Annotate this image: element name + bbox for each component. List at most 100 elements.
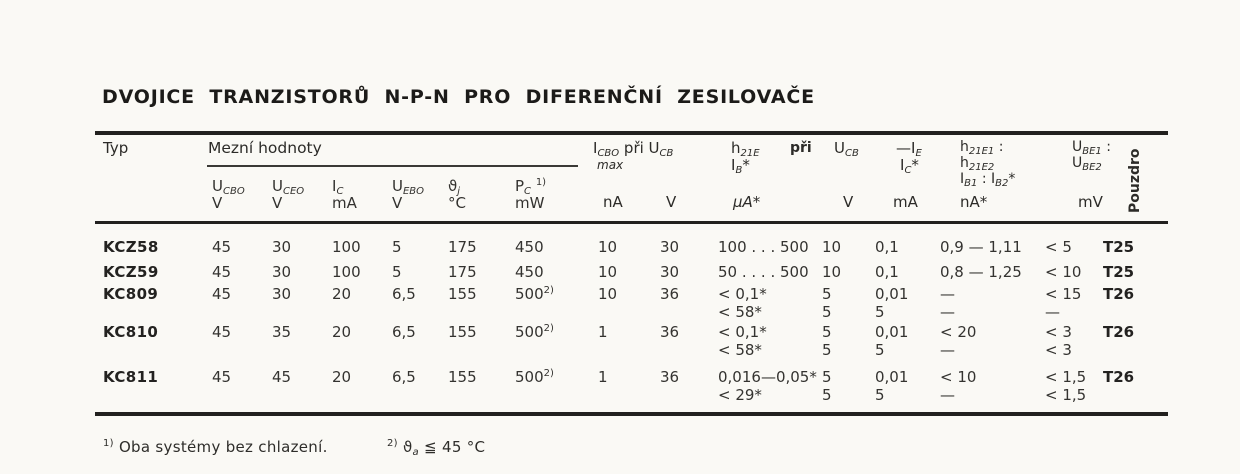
cell-uebo: 6,5	[392, 368, 416, 386]
cell-pc: 5002)	[515, 285, 554, 303]
cell-h21e: 0,016—0,05* < 29*	[718, 368, 817, 404]
cell-icbo-v: 36	[660, 368, 680, 386]
cell-ube: < 3 < 3	[1045, 323, 1072, 359]
unit-ucbo: V	[212, 194, 223, 212]
cell-icbo-v: 36	[660, 285, 680, 303]
cell-icbo-na: 10	[598, 263, 618, 281]
col-header-ube: UBE1 : UBE2	[1072, 139, 1111, 173]
cell-icbo-na: 1	[598, 323, 608, 341]
table-row-kcz59: KCZ59 45 30 100 5 175 450 10 30 50 . . .…	[95, 263, 1168, 303]
cell-pc: 450	[515, 263, 544, 281]
symbol-thetaj: ϑj	[448, 177, 461, 197]
cell-pc: 5002)	[515, 323, 554, 341]
cell-ucbo: 45	[212, 263, 232, 281]
cell-ic: 20	[332, 323, 352, 341]
cell-ratio: < 10—	[940, 368, 977, 404]
unit-icbo-v: V	[666, 193, 677, 211]
cell-ie: 0,01 5	[875, 285, 909, 321]
cell-ic: 20	[332, 285, 352, 303]
footnote-1: 1) Oba systémy bez chlazení.	[103, 438, 328, 456]
symbol-pc: PC 1)	[515, 177, 547, 197]
col-header-h21e-ucb: UCB	[834, 139, 859, 159]
cell-icbo-v: 36	[660, 323, 680, 341]
cell-pouzdro: T26	[1103, 368, 1135, 386]
cell-uceo: 30	[272, 238, 292, 256]
cell-ratio: 0,9 — 1,11	[940, 238, 1022, 256]
cell-uceo: 45	[272, 368, 292, 386]
cell-ratio: 0,8 — 1,25	[940, 263, 1022, 281]
cell-ube: < 10	[1045, 263, 1082, 281]
unit-icbo-na: nA	[603, 193, 623, 211]
limits-group-underline	[207, 165, 578, 167]
cell-thetaj: 155	[448, 285, 477, 303]
ube-line2: UBE2	[1072, 155, 1102, 173]
cell-h21e: 50 . . . . 500	[718, 263, 809, 281]
col-header-ratio: h21E1 : h21E2 IB1 : IB2*	[960, 139, 1016, 189]
cell-ucbo: 45	[212, 323, 232, 341]
unit-ube-mv: mV	[1078, 193, 1103, 211]
cell-ucbo: 45	[212, 368, 232, 386]
col-header-ic: IC mA	[332, 178, 357, 212]
cell-ie: 0,01 5	[875, 368, 909, 404]
col-header-icbo-max: max	[597, 158, 624, 172]
cell-typ: KCZ59	[103, 263, 159, 281]
col-header-uebo: UEBO V	[392, 178, 424, 212]
cell-thetaj: 175	[448, 238, 477, 256]
footnote-2: 2) ϑa ≦ 45 °C	[387, 438, 486, 458]
cell-ie: 0,1	[875, 263, 899, 281]
col-header-typ: Typ	[103, 139, 129, 157]
cell-pouzdro: T25	[1103, 238, 1135, 256]
cell-uebo: 6,5	[392, 323, 416, 341]
cell-ucbo: 45	[212, 285, 232, 303]
cell-uebo: 5	[392, 238, 402, 256]
col-header-ie-ic: IC*	[900, 156, 919, 176]
cell-icbo-na: 1	[598, 368, 608, 386]
cell-typ: KC811	[103, 368, 159, 386]
cell-pouzdro: T26	[1103, 285, 1135, 303]
cell-ube: < 15—	[1045, 285, 1082, 321]
symbol-ucbo: UCBO	[212, 177, 245, 197]
ratio-line3: IB1 : IB2*	[960, 171, 1016, 189]
cell-typ: KC809	[103, 285, 159, 303]
col-header-ucbo: UCBO V	[212, 178, 245, 212]
cell-ucb: 10	[822, 263, 842, 281]
col-header-h21e-pri: při	[790, 140, 812, 156]
unit-ie-ma: mA	[893, 193, 918, 211]
cell-ie: 0,01 5	[875, 323, 909, 359]
cell-h21e: 100 . . . 500	[718, 238, 809, 256]
header-bottom-rule	[95, 221, 1168, 224]
table-row-kc809: KC809 45 30 20 6,5 155 5002) 10 36 < 0,1…	[95, 285, 1168, 325]
col-header-uceo: UCEO V	[272, 178, 304, 212]
cell-h21e: < 0,1* < 58*	[718, 285, 767, 321]
cell-pouzdro: T26	[1103, 323, 1135, 341]
unit-ic: mA	[332, 194, 357, 212]
col-header-h21e-ib: IB*	[731, 156, 750, 176]
cell-ic: 20	[332, 368, 352, 386]
col-header-h21e: h21E	[731, 139, 760, 159]
cell-uebo: 6,5	[392, 285, 416, 303]
cell-thetaj: 175	[448, 263, 477, 281]
cell-h21e: < 0,1* < 58*	[718, 323, 767, 359]
cell-ic: 100	[332, 263, 361, 281]
cell-thetaj: 155	[448, 368, 477, 386]
cell-uceo: 35	[272, 323, 292, 341]
col-header-pc: PC 1) mW	[515, 178, 546, 212]
symbol-uebo: UEBO	[392, 177, 425, 197]
cell-ube: < 5	[1045, 238, 1072, 256]
cell-typ: KC810	[103, 323, 159, 341]
cell-icbo-v: 30	[660, 238, 680, 256]
unit-ucb-v: V	[843, 193, 854, 211]
cell-icbo-v: 30	[660, 263, 680, 281]
table-row-kc811: KC811 45 45 20 6,5 155 5002) 1 36 0,016—…	[95, 368, 1168, 408]
cell-pc: 450	[515, 238, 544, 256]
table-row-kc810: KC810 45 35 20 6,5 155 5002) 1 36 < 0,1*…	[95, 323, 1168, 363]
cell-ratio: < 20—	[940, 323, 977, 359]
cell-pc: 5002)	[515, 368, 554, 386]
table-bottom-rule	[95, 412, 1168, 416]
cell-icbo-na: 10	[598, 285, 618, 303]
symbol-uceo: UCEO	[272, 177, 305, 197]
table-top-rule	[95, 131, 1168, 135]
ratio-line1: h21E1 :	[960, 139, 1004, 157]
